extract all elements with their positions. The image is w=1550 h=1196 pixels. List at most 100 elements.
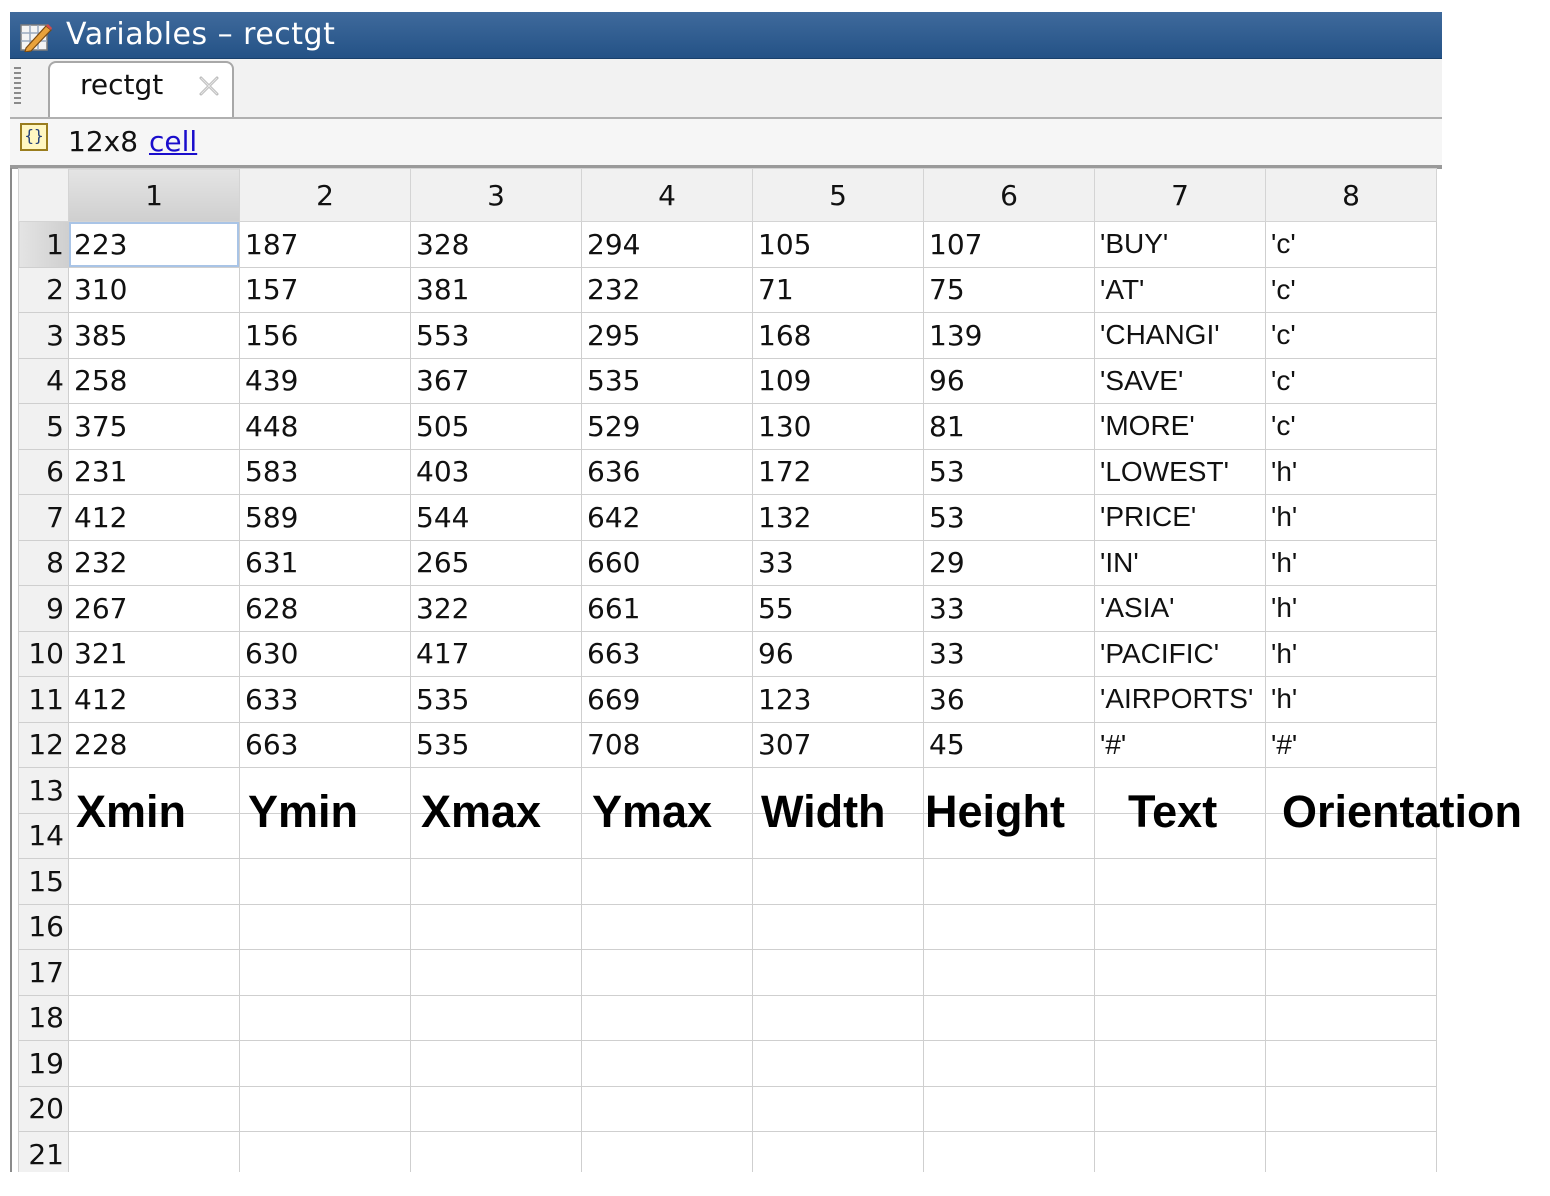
table-cell[interactable]: 'h' xyxy=(1265,448,1437,495)
row-header-10[interactable]: 10 xyxy=(18,630,69,677)
column-header-4[interactable]: 4 xyxy=(581,168,753,222)
table-cell[interactable]: 33 xyxy=(752,539,924,586)
table-cell[interactable]: 'AIRPORTS' xyxy=(1094,676,1266,723)
table-cell[interactable]: 'h' xyxy=(1265,494,1437,541)
table-cell[interactable]: 630 xyxy=(239,630,411,677)
table-cell[interactable]: 132 xyxy=(752,494,924,541)
row-header-14[interactable]: 14 xyxy=(18,812,69,859)
row-header-21[interactable]: 21 xyxy=(18,1131,69,1172)
table-cell[interactable] xyxy=(1094,858,1266,905)
table-cell[interactable]: 642 xyxy=(581,494,753,541)
table-cell[interactable] xyxy=(1265,994,1437,1041)
row-header-11[interactable]: 11 xyxy=(18,676,69,723)
table-cell[interactable]: 708 xyxy=(581,721,753,768)
table-cell[interactable]: 231 xyxy=(68,448,240,495)
table-cell[interactable]: 168 xyxy=(752,312,924,359)
table-cell[interactable]: 156 xyxy=(239,312,411,359)
table-cell[interactable] xyxy=(1094,1085,1266,1132)
table-cell[interactable]: 544 xyxy=(410,494,582,541)
table-cell[interactable] xyxy=(1094,903,1266,950)
table-cell[interactable] xyxy=(923,1040,1095,1087)
table-cell[interactable] xyxy=(923,812,1095,859)
table-cell[interactable]: 223 xyxy=(68,221,240,268)
table-cell[interactable]: 265 xyxy=(410,539,582,586)
table-cell[interactable] xyxy=(239,858,411,905)
table-cell[interactable] xyxy=(68,949,240,996)
table-cell[interactable] xyxy=(68,994,240,1041)
table-cell[interactable] xyxy=(1094,949,1266,996)
table-cell[interactable] xyxy=(410,858,582,905)
table-cell[interactable] xyxy=(581,1085,753,1132)
column-header-5[interactable]: 5 xyxy=(752,168,924,222)
table-cell[interactable]: 53 xyxy=(923,494,1095,541)
table-cell[interactable] xyxy=(1094,812,1266,859)
table-cell[interactable] xyxy=(239,994,411,1041)
table-cell[interactable]: 139 xyxy=(923,312,1095,359)
table-cell[interactable]: 'c' xyxy=(1265,357,1437,404)
table-cell[interactable] xyxy=(1265,1131,1437,1172)
table-cell[interactable]: 'SAVE' xyxy=(1094,357,1266,404)
table-cell[interactable]: 33 xyxy=(923,585,1095,632)
column-header-7[interactable]: 7 xyxy=(1094,168,1266,222)
table-cell[interactable] xyxy=(1094,994,1266,1041)
row-header-7[interactable]: 7 xyxy=(18,494,69,541)
table-cell[interactable]: '#' xyxy=(1265,721,1437,768)
row-header-18[interactable]: 18 xyxy=(18,994,69,1041)
table-cell[interactable] xyxy=(410,949,582,996)
corner-cell[interactable] xyxy=(18,168,69,222)
table-cell[interactable]: 45 xyxy=(923,721,1095,768)
table-cell[interactable] xyxy=(68,903,240,950)
table-cell[interactable] xyxy=(581,812,753,859)
row-header-8[interactable]: 8 xyxy=(18,539,69,586)
row-header-19[interactable]: 19 xyxy=(18,1040,69,1087)
table-cell[interactable]: 'MORE' xyxy=(1094,403,1266,450)
table-cell[interactable] xyxy=(581,767,753,814)
table-cell[interactable]: 258 xyxy=(68,357,240,404)
table-cell[interactable] xyxy=(581,1040,753,1087)
table-cell[interactable]: 633 xyxy=(239,676,411,723)
drag-handle-icon[interactable] xyxy=(14,67,21,107)
table-cell[interactable] xyxy=(239,903,411,950)
table-cell[interactable] xyxy=(752,994,924,1041)
table-cell[interactable]: 375 xyxy=(68,403,240,450)
table-cell[interactable]: 631 xyxy=(239,539,411,586)
table-cell[interactable]: 107 xyxy=(923,221,1095,268)
table-cell[interactable]: 535 xyxy=(410,721,582,768)
table-cell[interactable] xyxy=(410,812,582,859)
table-cell[interactable]: 589 xyxy=(239,494,411,541)
table-cell[interactable]: 'h' xyxy=(1265,585,1437,632)
table-cell[interactable]: 'c' xyxy=(1265,403,1437,450)
table-cell[interactable]: 439 xyxy=(239,357,411,404)
table-cell[interactable]: 367 xyxy=(410,357,582,404)
table-cell[interactable]: 228 xyxy=(68,721,240,768)
table-cell[interactable]: 'LOWEST' xyxy=(1094,448,1266,495)
column-header-3[interactable]: 3 xyxy=(410,168,582,222)
table-cell[interactable]: 232 xyxy=(581,266,753,313)
variable-class-link[interactable]: cell xyxy=(149,125,198,158)
table-cell[interactable]: 535 xyxy=(581,357,753,404)
row-header-2[interactable]: 2 xyxy=(18,266,69,313)
column-header-8[interactable]: 8 xyxy=(1265,168,1437,222)
table-cell[interactable]: 130 xyxy=(752,403,924,450)
table-cell[interactable] xyxy=(68,858,240,905)
table-cell[interactable]: 661 xyxy=(581,585,753,632)
table-cell[interactable]: 583 xyxy=(239,448,411,495)
row-header-5[interactable]: 5 xyxy=(18,403,69,450)
table-cell[interactable]: 535 xyxy=(410,676,582,723)
table-cell[interactable] xyxy=(752,1040,924,1087)
table-cell[interactable]: 529 xyxy=(581,403,753,450)
table-cell[interactable]: 157 xyxy=(239,266,411,313)
table-cell[interactable]: 417 xyxy=(410,630,582,677)
table-cell[interactable]: 105 xyxy=(752,221,924,268)
table-cell[interactable] xyxy=(752,903,924,950)
table-cell[interactable]: 232 xyxy=(68,539,240,586)
table-cell[interactable] xyxy=(923,858,1095,905)
table-cell[interactable]: 81 xyxy=(923,403,1095,450)
table-cell[interactable]: 636 xyxy=(581,448,753,495)
table-cell[interactable] xyxy=(239,1085,411,1132)
table-cell[interactable]: 'IN' xyxy=(1094,539,1266,586)
table-cell[interactable] xyxy=(1094,1131,1266,1172)
table-cell[interactable]: 'BUY' xyxy=(1094,221,1266,268)
table-cell[interactable]: 403 xyxy=(410,448,582,495)
column-header-6[interactable]: 6 xyxy=(923,168,1095,222)
